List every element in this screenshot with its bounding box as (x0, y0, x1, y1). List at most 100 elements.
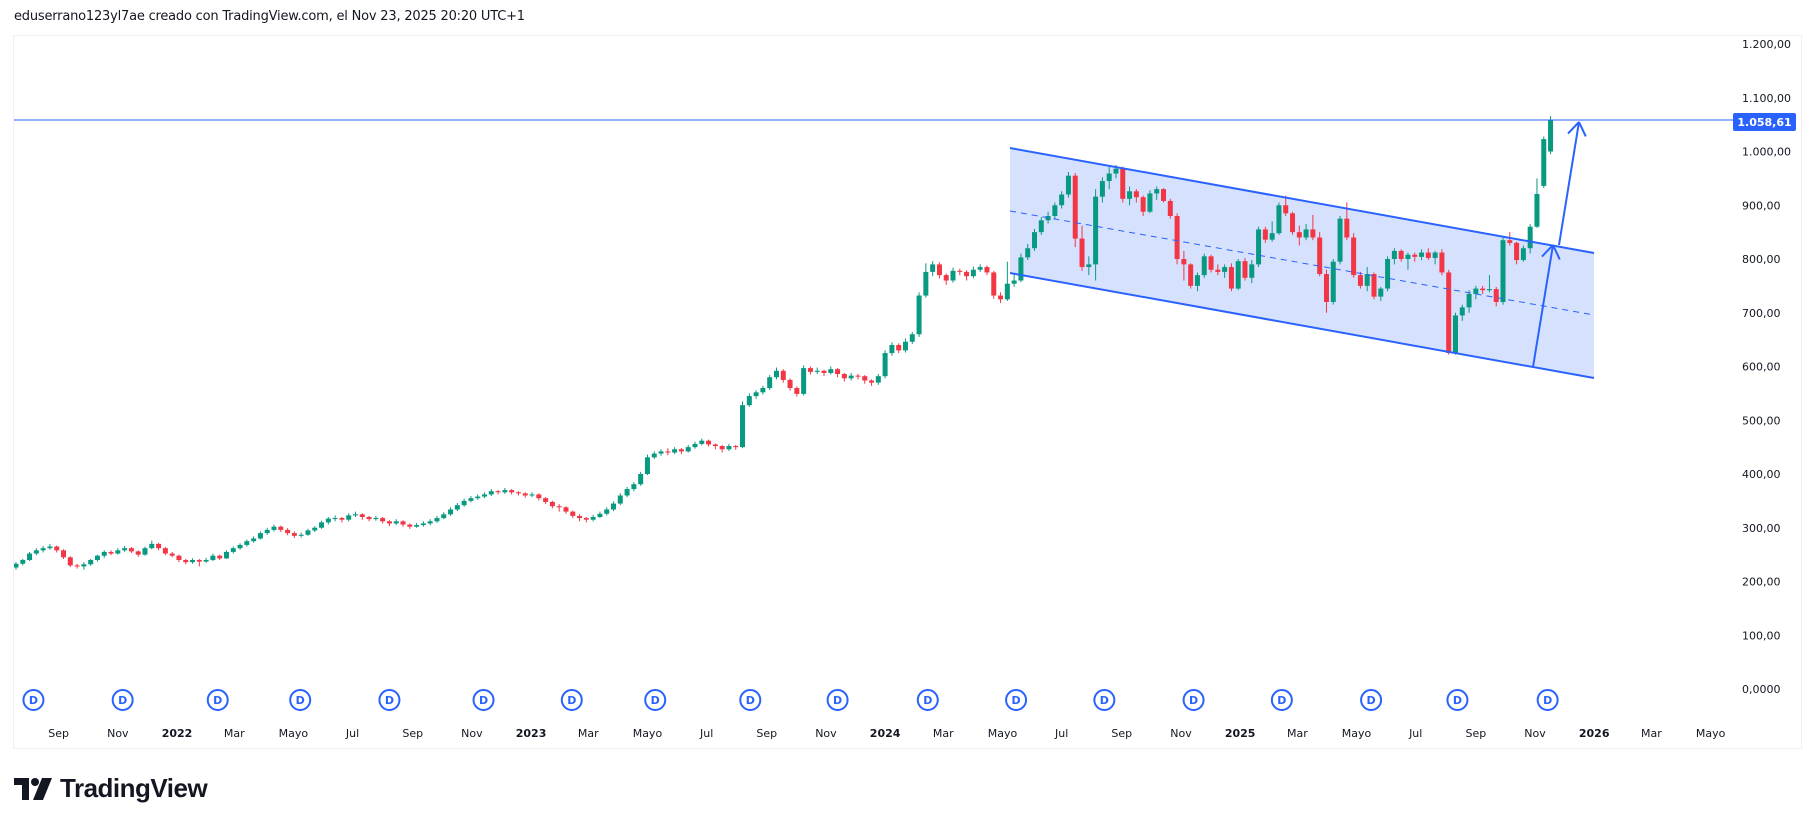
candle (896, 343, 902, 354)
candle (386, 520, 392, 527)
arrow-drawing-2[interactable] (1558, 121, 1587, 246)
time-tick-label: Nov (1524, 727, 1546, 740)
dividend-marker[interactable]: D (1446, 689, 1469, 711)
dividend-marker[interactable]: D (111, 689, 134, 711)
candle-body (142, 548, 148, 555)
candle-body (1507, 240, 1513, 243)
dividend-marker[interactable]: D (206, 689, 229, 711)
dividend-label: D (479, 694, 488, 707)
candle-body (1079, 238, 1085, 268)
candle (1351, 233, 1357, 278)
dividend-marker[interactable]: D (1182, 689, 1205, 711)
dividend-marker[interactable]: D (739, 689, 762, 711)
candle-body (1385, 259, 1391, 289)
price-axis[interactable]: 1.200,00 1.100,00 1.000,00 900,00 800,00 700,… (1742, 38, 1791, 696)
candle-body (617, 495, 623, 504)
time-tick-label: Jul (1054, 727, 1068, 740)
candle (427, 519, 433, 526)
candle-body (128, 548, 134, 552)
candle (570, 510, 576, 519)
candle (889, 342, 895, 356)
candle (108, 550, 114, 556)
candle-body (835, 369, 841, 375)
dividend-label: D (1100, 694, 1109, 707)
dividend-circle-icon (739, 689, 762, 711)
candle (699, 438, 705, 446)
candle (454, 503, 460, 512)
candle (1276, 202, 1282, 235)
candle (291, 531, 297, 538)
candle-body (1174, 216, 1180, 259)
candle-body (495, 491, 501, 493)
candle (441, 512, 447, 520)
time-tick-label: Sep (1465, 727, 1486, 740)
candle-body (1038, 220, 1044, 233)
dividend-marker[interactable]: D (1093, 689, 1116, 711)
candle (312, 526, 318, 533)
candle (20, 558, 26, 566)
dividend-marker[interactable]: D (289, 689, 312, 711)
candle-body (393, 521, 399, 524)
candle (407, 523, 413, 529)
candle (1167, 198, 1173, 219)
candle (1548, 116, 1554, 155)
candle-body (665, 451, 671, 453)
drawings-layer[interactable] (14, 119, 1733, 379)
candle-body (563, 507, 569, 512)
candle-body (47, 546, 53, 549)
candle (366, 515, 372, 522)
candle-body (162, 548, 168, 554)
candle-body (590, 517, 596, 520)
candle-body (1215, 269, 1221, 272)
candle-body (1466, 293, 1472, 308)
candle-body (930, 264, 936, 272)
candle (33, 548, 39, 556)
tradingview-logo[interactable]: TradingView (14, 773, 208, 804)
dividend-marker[interactable]: D (1536, 689, 1559, 711)
candle-body (1011, 280, 1017, 284)
candle-body (509, 490, 515, 493)
candle-body (821, 370, 827, 373)
channel-lower-line[interactable] (1009, 272, 1595, 379)
dividend-circle-icon (206, 689, 229, 711)
candle (1079, 225, 1085, 271)
candle (746, 393, 752, 407)
time-axis[interactable]: Sep Nov 2022 Mar Mayo Jul Sep Nov 2023 Mar Mayo Jul… (48, 727, 1725, 740)
dividend-circle-icon (1182, 689, 1205, 711)
dividend-marker[interactable]: D (472, 689, 495, 711)
candle-body (285, 529, 291, 534)
dividend-marker[interactable]: D (378, 689, 401, 711)
dividend-marker[interactable]: D (1005, 689, 1028, 711)
candle-body (74, 565, 80, 567)
arrow-drawing-1[interactable] (1532, 244, 1561, 368)
candle-body (1527, 226, 1533, 249)
candle-body (210, 555, 216, 560)
candle-body (597, 513, 603, 517)
dividend-circle-icon (111, 689, 134, 711)
candle-body (359, 514, 365, 517)
price-tick-label: 500,00 (1742, 414, 1781, 427)
candle (536, 493, 542, 501)
time-tick-label: Sep (402, 727, 423, 740)
candle-body (1371, 274, 1377, 297)
dividend-label: D (29, 694, 38, 707)
candle-body (869, 380, 875, 383)
dividend-marker[interactable]: D (644, 689, 667, 711)
dividend-marker[interactable]: D (1360, 689, 1383, 711)
arrow-head-icon (1552, 244, 1561, 260)
candle (278, 525, 284, 533)
candle (801, 365, 807, 396)
channel-upper-line[interactable] (1009, 147, 1595, 254)
dividend-marker[interactable]: D (916, 689, 939, 711)
candle (753, 390, 759, 399)
dividend-circle-icon (289, 689, 312, 711)
dividend-marker[interactable]: D (22, 689, 45, 711)
candle-body (950, 270, 956, 281)
dividend-marker[interactable]: D (826, 689, 849, 711)
candle (787, 378, 793, 391)
current-price-label: 1.058,61 (1737, 116, 1791, 129)
candle-body (1120, 168, 1126, 199)
dividend-marker[interactable]: D (560, 689, 583, 711)
dividend-marker[interactable]: D (1270, 689, 1293, 711)
